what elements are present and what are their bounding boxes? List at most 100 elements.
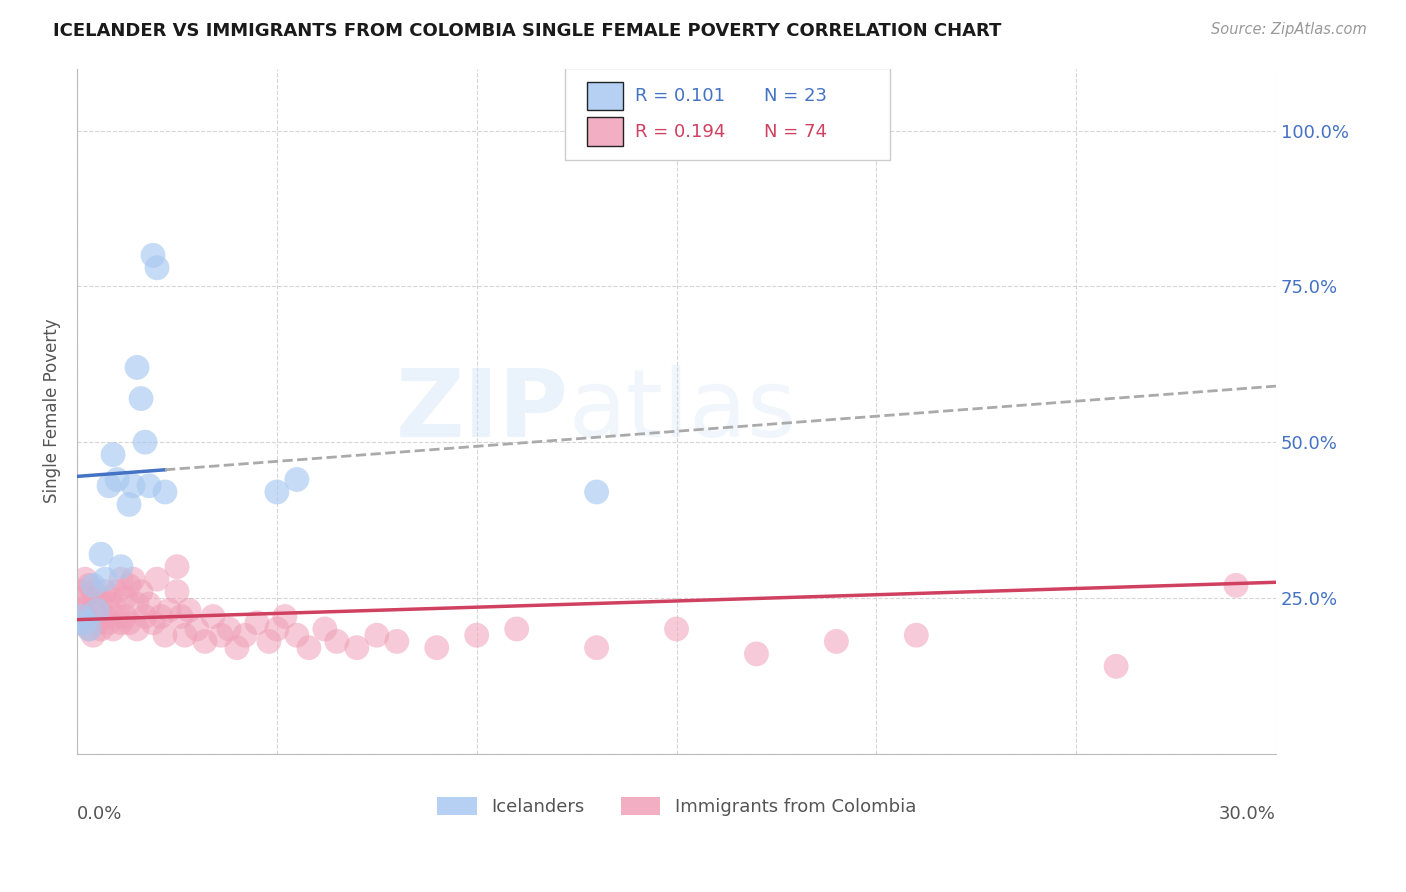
Point [118,615,141,630]
FancyBboxPatch shape [586,81,623,111]
Point [70,603,93,617]
Point [142,248,165,262]
Point [70,609,93,624]
Point [105,473,128,487]
Text: R = 0.194: R = 0.194 [634,122,725,141]
Point [146,260,169,275]
Point [366,628,388,642]
Point [905,628,928,642]
Text: ICELANDER VS IMMIGRANTS FROM COLOMBIA SINGLE FEMALE POVERTY CORRELATION CHART: ICELANDER VS IMMIGRANTS FROM COLOMBIA SI… [53,22,1002,40]
Point [174,628,197,642]
Point [98,479,121,493]
Point [77,597,100,611]
Point [77,622,100,636]
Point [665,622,688,636]
Point [110,559,132,574]
Point [82,578,104,592]
Point [94,572,117,586]
FancyBboxPatch shape [586,117,623,146]
Point [77,622,100,636]
Text: ZIP: ZIP [395,365,568,457]
Point [98,615,121,630]
Point [82,603,104,617]
Point [86,615,108,630]
Point [385,634,408,648]
Point [138,479,160,493]
Point [129,392,152,406]
Point [326,634,349,648]
Point [1225,578,1247,592]
Point [153,485,176,500]
Point [82,584,104,599]
Point [94,584,117,599]
Point [505,622,527,636]
Point [105,584,128,599]
Point [285,628,308,642]
Point [86,591,108,605]
Point [585,640,607,655]
Point [194,634,217,648]
Point [101,448,124,462]
Point [146,572,169,586]
Point [101,622,124,636]
Point [745,647,768,661]
Point [346,640,368,655]
Point [266,485,288,500]
Y-axis label: Single Female Poverty: Single Female Poverty [44,318,60,503]
Point [257,634,280,648]
Point [166,584,188,599]
Point [129,584,152,599]
Point [426,640,449,655]
Point [298,640,321,655]
Point [125,597,148,611]
Point [82,628,104,642]
Point [201,609,224,624]
Point [94,609,117,624]
Point [118,498,141,512]
Point [314,622,336,636]
Point [90,597,112,611]
Point [153,628,176,642]
Point [77,578,100,592]
Point [86,603,108,617]
Point [125,622,148,636]
Point [166,559,188,574]
FancyBboxPatch shape [565,68,890,160]
Point [157,603,180,617]
Point [465,628,488,642]
Text: 0.0%: 0.0% [77,805,122,823]
Point [266,622,288,636]
Point [226,640,249,655]
Point [90,622,112,636]
Point [186,622,208,636]
Point [142,615,165,630]
Point [246,615,269,630]
Point [110,572,132,586]
Text: atlas: atlas [568,365,797,457]
Point [122,479,145,493]
Text: R = 0.101: R = 0.101 [634,87,724,105]
Point [138,597,160,611]
Point [1105,659,1128,673]
Point [75,615,97,630]
Point [118,578,141,592]
Point [122,572,145,586]
Point [825,634,848,648]
Point [134,609,156,624]
Point [134,435,156,450]
Point [70,584,93,599]
Point [218,622,240,636]
Point [274,609,297,624]
Point [150,609,173,624]
Point [233,628,256,642]
Point [110,615,132,630]
Point [75,591,97,605]
Text: N = 74: N = 74 [763,122,827,141]
Point [75,572,97,586]
Point [585,485,607,500]
Point [170,609,193,624]
Point [285,473,308,487]
Point [105,609,128,624]
Point [98,591,121,605]
Legend: Icelanders, Immigrants from Colombia: Icelanders, Immigrants from Colombia [430,789,924,823]
